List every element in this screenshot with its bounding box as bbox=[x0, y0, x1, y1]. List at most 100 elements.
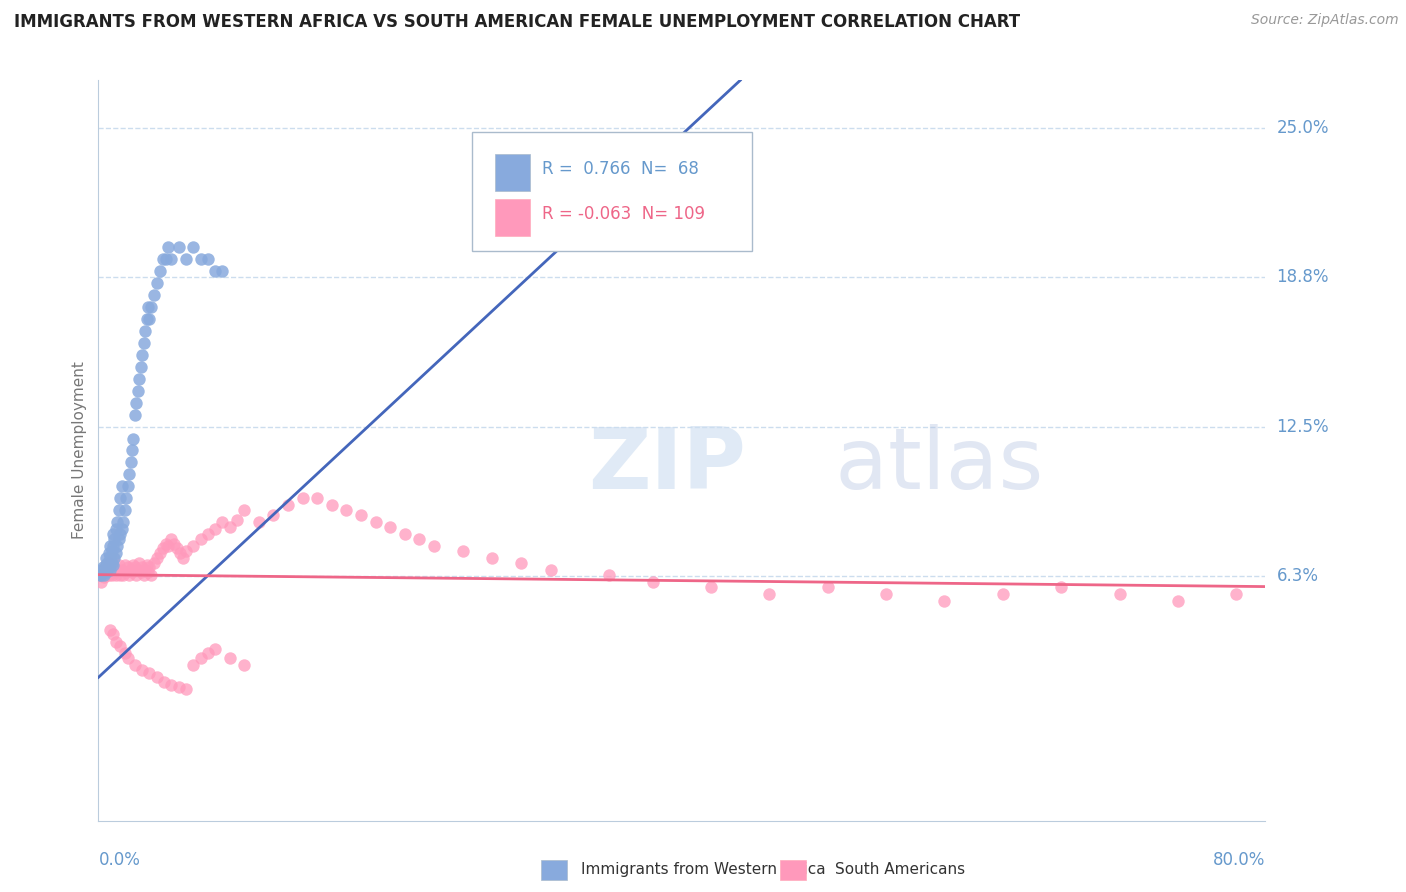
Point bbox=[90, 574, 112, 589]
Point bbox=[125, 395, 148, 409]
Point bbox=[101, 550, 124, 565]
Point bbox=[93, 567, 115, 582]
Point bbox=[101, 539, 124, 553]
Point bbox=[100, 543, 122, 558]
Point bbox=[104, 522, 127, 536]
Text: 18.8%: 18.8% bbox=[1277, 268, 1329, 286]
Point bbox=[991, 587, 1014, 601]
Point bbox=[934, 594, 956, 608]
Point bbox=[117, 560, 139, 574]
Point bbox=[103, 566, 125, 580]
Point bbox=[104, 634, 127, 648]
Point bbox=[181, 240, 204, 254]
Point bbox=[110, 527, 132, 541]
Point bbox=[146, 277, 169, 291]
Y-axis label: Female Unemployment: Female Unemployment bbox=[72, 361, 87, 540]
Point bbox=[101, 560, 124, 574]
Point bbox=[131, 560, 153, 574]
Point bbox=[1050, 580, 1073, 594]
Point bbox=[97, 556, 120, 570]
Point bbox=[127, 384, 149, 398]
Point bbox=[93, 570, 115, 584]
Point bbox=[108, 503, 131, 517]
Point bbox=[98, 539, 121, 553]
Point bbox=[124, 560, 146, 574]
Point bbox=[142, 288, 165, 302]
Text: 6.3%: 6.3% bbox=[1277, 566, 1319, 585]
Point bbox=[262, 508, 284, 522]
Point bbox=[204, 522, 226, 536]
Point bbox=[181, 539, 204, 553]
Point bbox=[218, 651, 240, 665]
Point bbox=[117, 479, 139, 493]
Point bbox=[423, 539, 446, 553]
Point bbox=[120, 455, 142, 469]
Point bbox=[114, 647, 136, 661]
Point bbox=[112, 515, 135, 529]
Point bbox=[291, 491, 314, 506]
Point bbox=[817, 580, 839, 594]
Point bbox=[135, 312, 157, 326]
Point bbox=[160, 677, 183, 691]
Point bbox=[142, 556, 165, 570]
Point bbox=[122, 558, 145, 573]
Point bbox=[94, 550, 117, 565]
Point bbox=[138, 560, 160, 574]
Point bbox=[98, 563, 121, 577]
Point bbox=[91, 560, 114, 574]
Point bbox=[321, 499, 343, 513]
Point bbox=[89, 567, 111, 582]
Text: Immigrants from Western Africa: Immigrants from Western Africa bbox=[581, 863, 825, 877]
Point bbox=[139, 300, 162, 314]
Point bbox=[152, 541, 174, 556]
Point bbox=[408, 532, 430, 546]
Point bbox=[94, 566, 117, 580]
Point bbox=[134, 563, 156, 577]
Point bbox=[197, 647, 219, 661]
Point bbox=[97, 560, 120, 574]
Point bbox=[103, 550, 125, 565]
Point bbox=[758, 587, 780, 601]
Point bbox=[166, 541, 188, 556]
Point bbox=[510, 556, 533, 570]
Point bbox=[218, 520, 240, 534]
Text: 80.0%: 80.0% bbox=[1213, 851, 1265, 869]
Point bbox=[160, 252, 183, 267]
Point bbox=[132, 567, 155, 582]
Point bbox=[98, 563, 121, 577]
Point bbox=[875, 587, 897, 601]
Point bbox=[112, 567, 135, 582]
Point bbox=[97, 567, 120, 582]
Point bbox=[124, 658, 146, 673]
Point bbox=[277, 499, 299, 513]
Text: atlas: atlas bbox=[589, 424, 1043, 507]
Point bbox=[110, 567, 132, 582]
Text: R =  0.766  N=  68: R = 0.766 N= 68 bbox=[541, 161, 699, 178]
Point bbox=[157, 240, 180, 254]
Point bbox=[211, 515, 233, 529]
Point bbox=[1108, 587, 1130, 601]
FancyBboxPatch shape bbox=[495, 199, 530, 235]
Point bbox=[91, 567, 114, 582]
Point bbox=[100, 556, 122, 570]
Point bbox=[129, 566, 152, 580]
Point bbox=[641, 574, 664, 589]
Text: 12.5%: 12.5% bbox=[1277, 417, 1329, 435]
Point bbox=[174, 682, 197, 697]
Point bbox=[118, 567, 141, 582]
Point bbox=[117, 651, 139, 665]
FancyBboxPatch shape bbox=[472, 132, 752, 251]
Point bbox=[134, 324, 156, 338]
Point bbox=[481, 550, 503, 565]
Point bbox=[118, 467, 141, 482]
Point bbox=[94, 567, 117, 582]
Point bbox=[121, 566, 143, 580]
Point bbox=[120, 563, 142, 577]
Point bbox=[104, 567, 127, 582]
Point bbox=[121, 443, 143, 458]
Point bbox=[146, 550, 169, 565]
FancyBboxPatch shape bbox=[495, 154, 530, 191]
Point bbox=[138, 665, 160, 680]
Point bbox=[122, 432, 145, 446]
Point bbox=[1167, 594, 1189, 608]
